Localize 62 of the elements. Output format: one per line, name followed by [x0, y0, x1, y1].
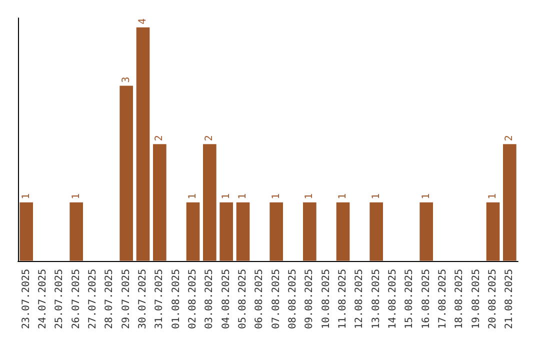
x-tick-label: 31.07.2025 — [154, 268, 166, 330]
x-tick-label: 26.07.2025 — [70, 268, 82, 330]
x-tick-label: 07.08.2025 — [270, 268, 282, 330]
x-tick-label: 23.07.2025 — [20, 268, 32, 330]
data-label: 1 — [238, 193, 248, 200]
data-label: 1 — [270, 193, 282, 200]
data-label: 1 — [338, 193, 348, 200]
bar — [220, 202, 233, 261]
x-tick-label: 02.08.2025 — [188, 268, 198, 330]
x-tick-label: 03.08.2025 — [204, 268, 216, 330]
x-tick-label: 29.07.2025 — [120, 268, 132, 330]
bar — [153, 144, 166, 261]
data-label: 3 — [120, 76, 132, 83]
bar — [420, 202, 433, 261]
x-tick-label: 12.08.2025 — [354, 268, 366, 330]
x-tick-label: 27.07.2025 — [88, 268, 98, 330]
data-label: 1 — [304, 193, 316, 200]
x-tick-label: 14.08.2025 — [388, 268, 398, 330]
x-tick-label: 01.08.2025 — [170, 268, 182, 330]
data-label: 1 — [420, 193, 432, 200]
x-tick-label: 17.08.2025 — [438, 268, 448, 330]
data-label: 2 — [504, 135, 516, 142]
bar — [370, 202, 383, 261]
bar — [486, 202, 500, 261]
x-tick-label: 05.08.2025 — [238, 268, 248, 330]
x-tick-label: 18.08.2025 — [454, 268, 466, 330]
data-label: 1 — [188, 193, 198, 200]
bar — [186, 202, 200, 261]
data-label: 2 — [154, 135, 166, 142]
bar — [303, 202, 316, 261]
x-tick-label: 19.08.2025 — [470, 268, 482, 330]
bar — [236, 202, 250, 261]
x-tick-label: 28.07.2025 — [104, 268, 116, 330]
data-label: 2 — [204, 135, 216, 142]
x-tick-label: 08.08.2025 — [288, 268, 298, 330]
bar — [120, 86, 133, 261]
x-tick-label: 21.08.2025 — [504, 268, 516, 330]
x-tick-label: 11.08.2025 — [338, 268, 348, 330]
data-label: 1 — [220, 193, 232, 200]
bar — [136, 27, 150, 261]
x-tick-label: 04.08.2025 — [220, 268, 232, 330]
bar — [270, 202, 283, 261]
data-label: 1 — [70, 193, 82, 200]
x-tick-label: 25.07.2025 — [54, 268, 66, 330]
data-label: 4 — [138, 18, 148, 24]
x-tick-label: 09.08.2025 — [304, 268, 316, 330]
bar — [203, 144, 216, 261]
x-tick-label: 15.08.2025 — [404, 268, 416, 330]
bar — [70, 202, 83, 261]
x-tick-label: 10.08.2025 — [320, 268, 332, 330]
bar — [336, 202, 350, 261]
x-tick-label: 16.08.2025 — [420, 268, 432, 330]
bar — [20, 202, 33, 261]
bar — [503, 144, 516, 261]
x-tick-label: 30.07.2025 — [138, 268, 148, 330]
x-tick-label: 20.08.2025 — [488, 268, 498, 330]
x-tick-label: 24.07.2025 — [38, 268, 48, 330]
data-label: 1 — [370, 193, 382, 200]
x-tick-label: 13.08.2025 — [370, 268, 382, 330]
data-label: 1 — [488, 193, 498, 200]
x-tick-label: 06.08.2025 — [254, 268, 266, 330]
data-label: 1 — [20, 193, 32, 200]
